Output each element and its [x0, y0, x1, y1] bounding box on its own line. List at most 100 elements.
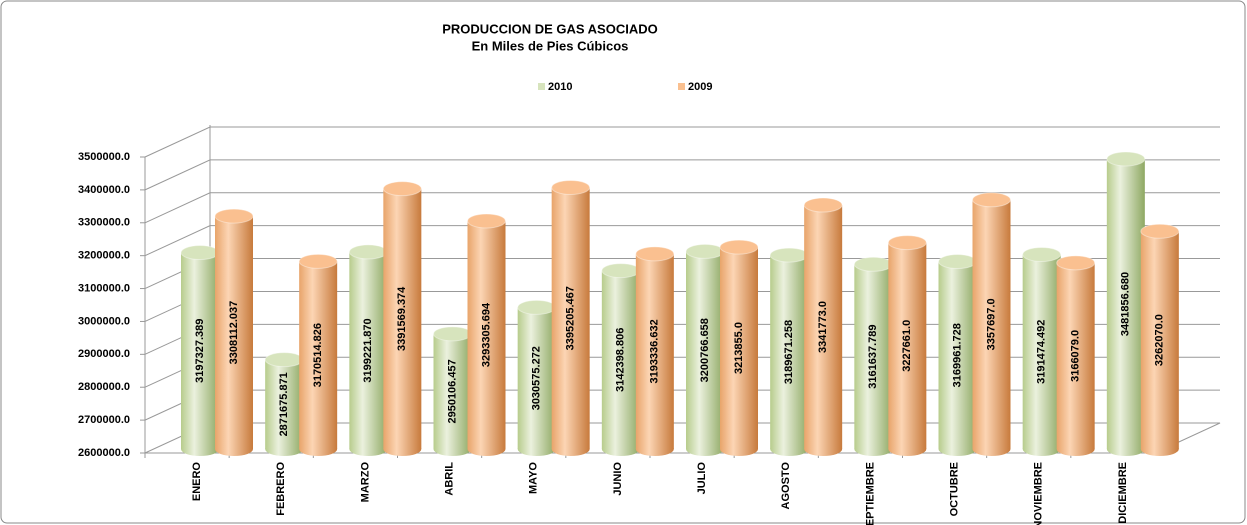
bar	[383, 188, 422, 449]
x-tick-label: ENERO	[191, 462, 203, 502]
grid-line	[144, 192, 1220, 224]
legend-label: 2009	[688, 81, 712, 93]
bar	[972, 199, 1011, 449]
x-tick-label: NOVIEMBRE	[1033, 462, 1045, 525]
cylinder	[382, 181, 422, 456]
bar	[467, 220, 506, 449]
cylinder	[264, 352, 304, 456]
value-label: 3166079.0	[1070, 330, 1082, 382]
bar	[299, 261, 338, 449]
value-label: 3189671.258	[783, 320, 795, 384]
cylinder	[1056, 255, 1096, 456]
cylinder	[517, 299, 557, 456]
x-tick-label: MARZO	[359, 462, 371, 503]
bar	[215, 216, 253, 449]
cylinder-top	[1056, 255, 1096, 271]
cylinder-top	[1106, 151, 1146, 167]
cylinder	[214, 208, 254, 456]
y-tick-label: 2600000.0	[78, 447, 130, 459]
bar	[1056, 262, 1095, 449]
bar	[938, 261, 977, 449]
cylinder	[938, 254, 977, 456]
cylinder-top	[382, 181, 422, 197]
bar	[1140, 231, 1179, 449]
value-label: 3293305.694	[480, 302, 492, 367]
value-label: 3191474.492	[1036, 320, 1048, 384]
x-tick-label: JUNIO	[612, 462, 624, 496]
value-label: 2871675.871	[278, 372, 290, 436]
cylinder-top	[1140, 223, 1180, 239]
labels: 2010 2009 ENERO 3197327.389 3308112.037 FEBRE…	[191, 81, 1166, 525]
cylinder-top	[1022, 246, 1062, 262]
cylinder-top	[635, 246, 675, 262]
bar	[181, 252, 219, 449]
bar	[854, 264, 893, 449]
cylinder	[685, 243, 725, 456]
cylinder-top	[719, 239, 759, 255]
cylinder	[1106, 151, 1146, 456]
value-label: 3161637.789	[867, 325, 879, 389]
cylinder	[551, 179, 591, 456]
value-label: 3169961.728	[951, 323, 963, 387]
grid-line	[144, 126, 1220, 158]
cylinder-top	[887, 235, 927, 251]
cylinder-top	[264, 352, 304, 368]
cylinder	[635, 246, 675, 456]
cylinder	[769, 247, 809, 456]
legend-swatch	[678, 83, 685, 90]
cylinder	[803, 197, 843, 456]
bar	[349, 251, 388, 449]
value-label: 3227661.0	[901, 320, 913, 372]
cylinder	[433, 326, 472, 456]
y-tick-label: 2700000.0	[78, 414, 130, 426]
value-label: 2950106.457	[446, 359, 458, 423]
x-tick-label: SEPTIEMBRE	[864, 462, 876, 525]
cylinder	[467, 213, 506, 456]
bar	[635, 253, 674, 449]
x-tick-label: OCTUBRE	[948, 462, 960, 516]
value-label: 3357697.0	[985, 298, 997, 350]
cylinder	[887, 235, 927, 456]
value-label: 3262070.0	[1154, 314, 1166, 366]
cylinder-top	[601, 263, 641, 279]
value-label: 3142398.806	[615, 328, 627, 392]
cylinder-top	[433, 326, 472, 342]
cylinder	[348, 244, 388, 456]
grid-line	[144, 159, 1220, 191]
cylinder-top	[467, 213, 506, 229]
bar	[265, 359, 304, 449]
bar	[720, 247, 758, 449]
x-tick-label: ABRIL	[443, 462, 455, 496]
y-tick-label: 3400000.0	[78, 184, 130, 196]
legend-label: 2010	[548, 81, 572, 93]
value-label: 3170514.826	[312, 323, 324, 387]
value-label: 3395205.467	[565, 286, 577, 350]
bar	[686, 251, 724, 449]
value-label: 3193336.632	[649, 319, 661, 383]
value-label: 3481856.680	[1120, 272, 1132, 336]
cylinder	[180, 245, 220, 456]
value-label: 3030575.272	[531, 346, 543, 410]
legend-swatch	[538, 83, 545, 90]
value-label: 3308112.037	[228, 301, 240, 365]
cylinder	[1022, 246, 1062, 456]
value-label: 3391569.374	[396, 286, 408, 351]
cylinder-top	[972, 192, 1011, 208]
grid-line	[144, 225, 1220, 257]
value-label: 3341773.0	[817, 301, 829, 353]
cylinder-top	[180, 245, 220, 261]
value-label: 3197327.389	[194, 319, 206, 383]
y-tick-label: 2800000.0	[78, 381, 130, 393]
y-tick-label: 2900000.0	[78, 348, 130, 360]
x-tick-label: FEBRERO	[275, 462, 287, 516]
bar	[804, 205, 843, 449]
x-tick-label: AGOSTO	[780, 462, 792, 510]
chart-title: PRODUCCION DE GAS ASOCIADO	[442, 21, 657, 36]
chart-subtitle: En Miles de Pies Cúbicos	[472, 38, 629, 53]
bar	[1022, 254, 1061, 449]
cylinder	[601, 263, 641, 456]
cylinder	[298, 253, 338, 456]
cylinder-top	[214, 208, 254, 224]
cylinder	[972, 192, 1011, 456]
cylinder-top	[348, 244, 388, 260]
